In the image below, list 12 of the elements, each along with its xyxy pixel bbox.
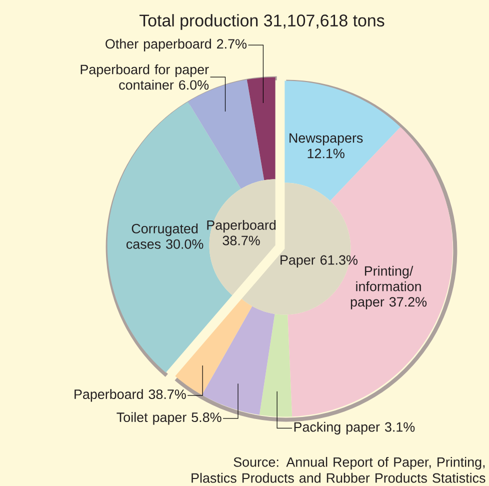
slice-label: Toilet paper 5.8% [116,412,222,425]
slice-label: Paperboard 38.7% [74,389,186,402]
slice-label: Printing/ information paper 37.2% [350,266,427,310]
slice-label: Corrugated cases 30.0% [126,224,204,249]
slice-label: Newspapers 12.1% [290,133,363,158]
slice-label: Other paperboard 2.7% [106,38,247,52]
slice-label: Paper 61.3% [280,255,358,268]
slice-label: Paperboard for paper container 6.0% [80,64,209,90]
slice-label: Paperboard 38.7% [207,220,276,246]
chart-title: Total production 31,107,618 tons [140,14,384,30]
source-note: Source: Annual Report of Paper, Printing, Plastics Products and Rubber Products Statistics [192,456,486,483]
slice-label: Packing paper 3.1% [294,422,415,434]
